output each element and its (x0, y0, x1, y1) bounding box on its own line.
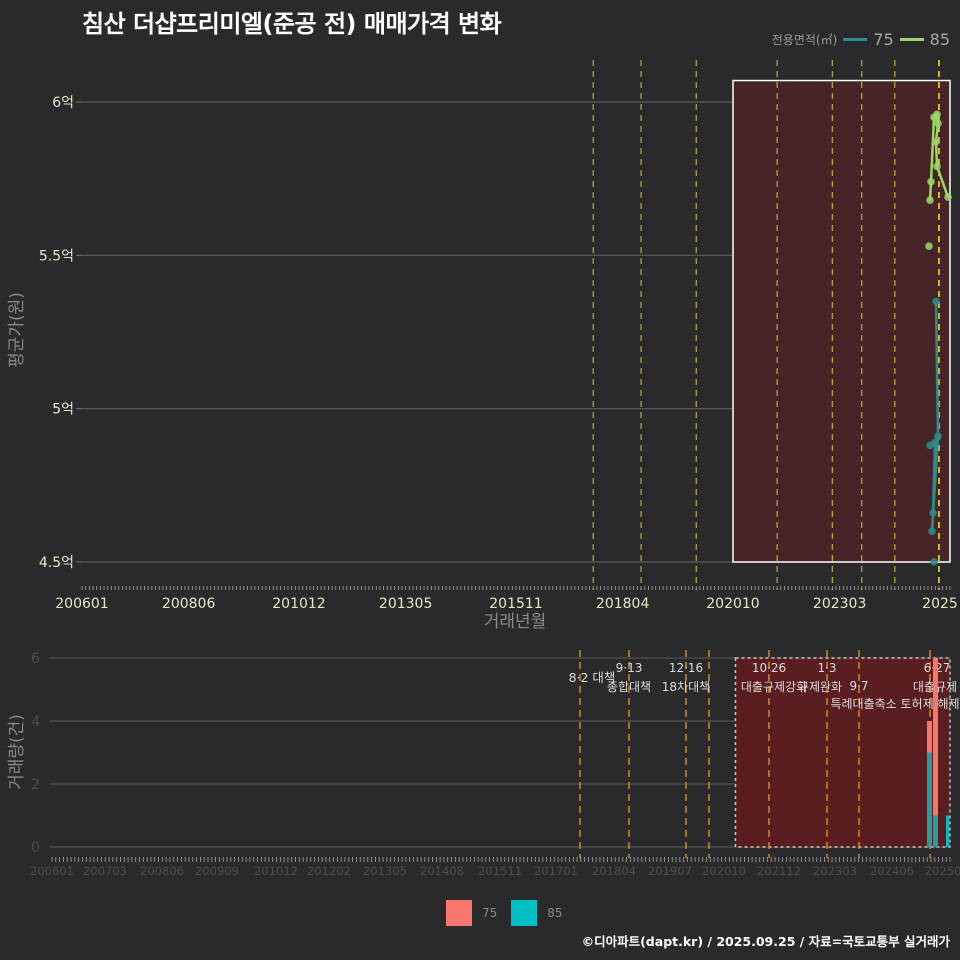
annotation-date: 10·26 (752, 661, 786, 675)
x-tick-label: 200601 (30, 864, 74, 878)
x-axis-title: 거래년월 (484, 612, 547, 632)
x-tick-label: 201701 (534, 864, 578, 878)
y-tick-label: 0 (31, 840, 40, 856)
data-point (929, 509, 937, 517)
x-tick-label: 201012 (272, 596, 325, 612)
data-point (931, 438, 939, 447)
y-axis-title: 평균가(원) (7, 292, 27, 368)
x-tick-label: 201408 (420, 864, 464, 878)
y-axis-title: 거래량(건) (7, 714, 27, 790)
annotation-label: 대출규제강화 (741, 680, 807, 694)
x-tick-label: 201305 (363, 864, 407, 878)
data-point (930, 558, 938, 566)
data-point (933, 110, 941, 119)
x-tick-label: 201804 (592, 864, 636, 878)
x-tick-label: 201202 (307, 864, 351, 878)
chart-title: 침산 더샵프리미엘(준공 전) 매매가격 변화 (82, 10, 502, 38)
x-tick-label: 201907 (648, 864, 692, 878)
y-tick-label: 4.5억 (39, 555, 74, 571)
x-tick-label: 201804 (596, 596, 650, 612)
x-tick-label: 20250 (925, 864, 960, 878)
legend-title: 전용면적(㎡) (771, 33, 838, 47)
annotation-date: 1·3 (817, 661, 836, 675)
annotation-label: 18차대책 (662, 679, 710, 694)
x-tick-label: 200703 (83, 864, 127, 878)
annotation-date: 9·13 (616, 661, 643, 675)
annotation-label: 규제완화 (798, 680, 842, 694)
bar-legend: 75 85 (446, 900, 563, 926)
annotation-label: 특례대출축소 토허제 해제 (830, 697, 959, 711)
x-tick-label: 201511 (478, 864, 522, 878)
bar-85 (933, 815, 938, 847)
bar-75 (933, 658, 938, 847)
annotation-label: 종합대책 (607, 679, 651, 694)
y-tick-label: 6억 (52, 95, 74, 111)
x-tick-label: 2025 (922, 596, 958, 612)
data-point (934, 432, 942, 441)
x-tick-label: 200806 (140, 864, 184, 878)
data-point (925, 242, 933, 250)
x-tick-label: 200601 (55, 596, 108, 612)
x-tick-label: 202010 (702, 864, 746, 878)
data-point (926, 196, 934, 204)
data-point (928, 527, 936, 536)
data-point (932, 297, 940, 306)
annotation-date: 9·7 (849, 679, 868, 693)
data-point (927, 177, 935, 186)
x-tick-label: 201012 (254, 864, 298, 878)
y-tick-label: 4 (31, 714, 40, 730)
annotation-date: 12·16 (669, 661, 703, 675)
legend-swatch-75-icon (446, 900, 472, 926)
highlight-box (732, 79, 951, 563)
y-tick-label: 5억 (52, 402, 74, 418)
y-tick-label: 6 (31, 651, 40, 667)
x-tick-label: 202112 (757, 864, 801, 878)
legend-swatch-85-icon (511, 900, 538, 926)
source-credit: ©디아파트(dapt.kr) / 2025.09.25 / 자료=국토교통부 실… (581, 934, 950, 949)
annotation-label: 8·2 대책 (569, 670, 616, 685)
bar-85 (946, 815, 949, 847)
line-legend: 전용면적(㎡) 75 85 (772, 30, 950, 49)
bar-85 (927, 752, 932, 847)
x-tick-label: 200909 (195, 864, 239, 878)
series-line-85 (928, 111, 950, 201)
y-tick-label: 2 (31, 777, 40, 793)
legend-label-85: 85 (929, 30, 950, 49)
legend-line-85-icon (899, 38, 924, 41)
highlight-box (734, 657, 951, 848)
data-point (934, 119, 942, 128)
x-tick-label: 201305 (379, 596, 432, 612)
legend-line-75-icon (843, 38, 868, 41)
legend-bar-label-75: 75 (482, 906, 498, 920)
x-tick-label: 202303 (813, 864, 857, 878)
data-point (933, 162, 941, 171)
y-tick-label: 5.5억 (39, 248, 74, 264)
legend-label-75: 75 (873, 30, 894, 49)
x-tick-label: 201511 (489, 596, 542, 612)
x-tick-label: 202010 (706, 596, 759, 612)
data-point (932, 138, 940, 146)
x-tick-label: 202406 (870, 864, 914, 878)
legend-bar-label-85: 85 (547, 906, 563, 920)
x-tick-label: 202303 (813, 596, 866, 612)
data-point (944, 193, 952, 201)
x-tick-label: 200806 (162, 596, 216, 612)
